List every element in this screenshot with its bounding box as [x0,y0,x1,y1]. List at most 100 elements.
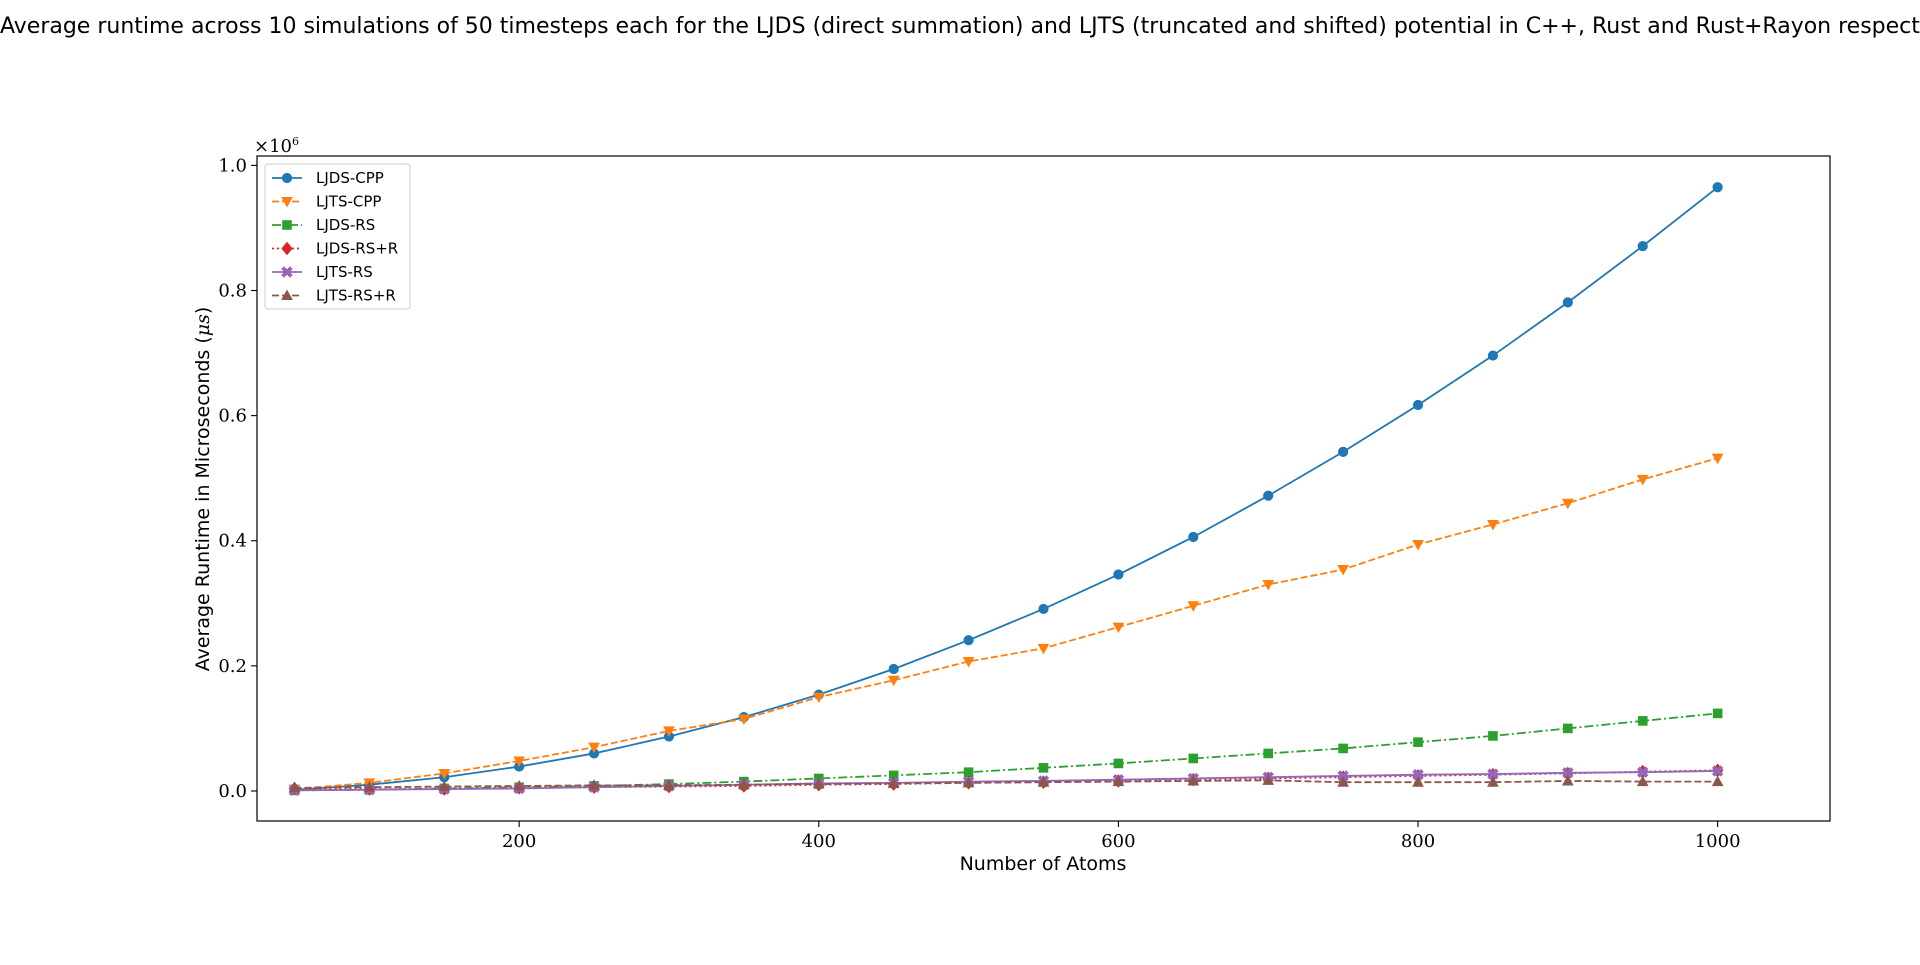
data-point-ljds-cpp [1263,490,1274,501]
legend-entry-ljts-cpp: LJTS-CPP [272,193,381,211]
data-point-ljts-cpp [1262,580,1275,591]
data-point-ljts-rs-plus-r [1636,775,1649,787]
data-point-ljds-cpp [1188,531,1199,543]
data-point-ljts-cpp [1711,453,1724,465]
data-point-ljts-cpp [962,656,975,668]
data-point-ljts-rs-plus-r [363,781,376,792]
series-line-ljts-rs [294,770,1718,792]
series-ljts-rs-plus-r [288,774,1724,793]
x-tick-label: 600 [1101,831,1135,852]
data-point-ljts-rs-plus-r [738,778,750,790]
legend-swatch-marker [282,220,292,230]
data-point-ljts-rs [1487,768,1499,780]
data-point-ljts-cpp [513,756,526,767]
data-point-ljts-rs-plus-r [288,781,301,793]
legend-entry-ljds-rs-plus-r: LJDS-RS+R [272,240,398,258]
legend-label: LJDS-RS+R [316,240,398,258]
data-point-ljts-cpp [663,726,675,737]
legend-label: LJDS-CPP [316,169,384,187]
data-point-ljds-cpp [1712,182,1723,193]
legend-entry-ljts-rs-plus-r: LJTS-RS+R [272,287,396,305]
legend-label: LJTS-CPP [316,193,381,211]
data-point-ljts-cpp [738,714,750,726]
data-point-ljds-cpp [1562,297,1573,308]
data-point-ljts-rs-plus-r [887,777,900,788]
data-point-ljts-cpp [588,742,600,754]
data-point-ljts-cpp [887,675,900,687]
series-line-ljts-rs-plus-r [294,779,1718,789]
data-point-ljts-cpp [438,768,451,780]
data-point-ljts-rs-plus-r [1187,774,1200,786]
data-point-ljds-rs [1488,731,1498,741]
data-point-ljts-rs-plus-r [513,779,526,791]
data-point-ljds-rs [963,767,974,778]
data-point-ljts-rs-plus-r [1337,776,1349,787]
chart-title: Average runtime across 10 simulations of… [0,14,1920,39]
series-line-ljds-cpp [294,186,1719,791]
data-point-ljts-cpp [1412,539,1424,551]
data-point-ljts-rs-plus-r [812,778,825,789]
data-point-ljts-rs-plus-r [962,776,975,788]
legend-entry-ljds-rs: LJDS-RS [272,216,375,234]
legend: LJDS-CPP LJTS-CPP LJDS-RS LJDS-RS+R LJTS-RS L… [264,163,411,310]
data-point-ljts-rs-plus-r [1561,774,1574,786]
y-tick-label: 0.8 [218,281,247,302]
series-line-ljds-rs [294,712,1718,792]
data-point-ljds-rs [1637,716,1648,726]
data-point-ljds-cpp [1113,569,1124,580]
data-point-ljts-rs-plus-r [663,779,675,790]
data-point-ljds-rs [1413,737,1423,747]
series-layer [288,182,1724,797]
data-point-ljts-rs-plus-r [1487,776,1499,787]
plot-frame [256,155,1831,822]
data-point-ljds-rs [1113,758,1124,769]
y-scale-multiplier: ×106 [254,135,299,157]
data-point-ljds-cpp [963,635,974,646]
legend-items: LJDS-CPP LJTS-CPP LJDS-RS LJDS-RS+R LJTS-RS L… [272,169,398,305]
y-scale-base: ×10 [254,136,292,157]
data-point-ljts-cpp [1337,565,1349,576]
x-tick-label: 200 [502,831,536,852]
legend-label: LJTS-RS+R [316,287,396,305]
data-point-ljts-cpp [1487,519,1499,531]
data-point-ljts-rs-plus-r [588,779,600,790]
y-axis-label-unit: μs [192,314,214,336]
legend-swatch-marker [281,266,293,278]
data-point-ljds-cpp [1038,603,1049,615]
series-line-ljts-cpp [294,457,1718,790]
data-point-ljts-rs [1337,770,1349,782]
series-ljts-cpp [288,453,1724,796]
y-axis: 0.0 0.2 0.4 0.6 0.8 1.0 [218,155,257,802]
y-tick-label: 1.0 [218,155,247,176]
legend-swatch-marker [281,172,293,184]
data-point-ljts-cpp [1112,622,1125,634]
data-point-ljds-cpp [1487,350,1499,361]
legend-swatch-marker [281,241,293,256]
data-point-ljts-rs [1637,766,1649,778]
y-scale-exponent: 6 [292,135,299,148]
y-tick-label: 0.0 [218,781,247,802]
y-tick-label: 0.6 [218,406,247,427]
data-point-ljds-rs [1188,753,1199,764]
data-point-ljds-rs [1338,743,1348,754]
data-point-ljts-rs-plus-r [1711,775,1724,787]
data-point-ljts-cpp [1561,498,1574,510]
data-point-ljts-rs-plus-r [1037,776,1050,787]
legend-swatch-marker [281,197,293,208]
data-point-ljds-rs [1563,723,1573,734]
data-point-ljts-rs [1562,767,1574,779]
x-axis-label: Number of Atoms [960,853,1127,875]
data-point-ljds-cpp [888,663,899,675]
data-point-ljts-rs-plus-r [438,780,451,792]
data-point-ljts-rs [1412,768,1424,781]
x-axis: 200 400 600 800 1000 [502,821,1741,852]
y-axis-label: Average Runtime in Microseconds (μs) [192,307,214,672]
x-tick-label: 400 [802,831,836,852]
legend-label: LJTS-RS [316,263,373,281]
data-point-ljds-rs [1712,708,1723,719]
data-point-ljts-cpp [1037,643,1050,655]
x-tick-label: 1000 [1695,831,1741,852]
data-point-ljds-cpp [1637,240,1648,252]
data-point-ljts-rs-plus-r [1412,776,1424,787]
